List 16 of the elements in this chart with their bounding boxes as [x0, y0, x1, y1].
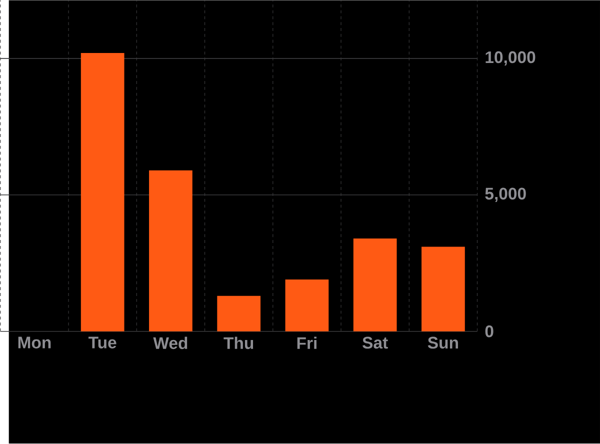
bar — [422, 246, 465, 332]
bar — [285, 280, 329, 332]
x-tick-label: Sun — [428, 336, 458, 349]
y-tick-label: 5,000 — [485, 188, 526, 202]
bar — [353, 238, 397, 332]
bar — [80, 53, 124, 332]
bar — [149, 170, 192, 332]
x-tick-label: Thu — [224, 336, 254, 350]
bar — [217, 296, 261, 332]
y-tick-label: 0 — [485, 326, 494, 338]
x-tick-label: Mon — [18, 336, 51, 349]
y-tick-label: 10,000 — [486, 51, 536, 66]
x-tick-label: Tue — [88, 336, 116, 349]
x-tick-label: Fri — [297, 336, 316, 350]
x-tick-label: Sat — [362, 336, 388, 349]
x-tick-label: Wed — [153, 336, 188, 350]
